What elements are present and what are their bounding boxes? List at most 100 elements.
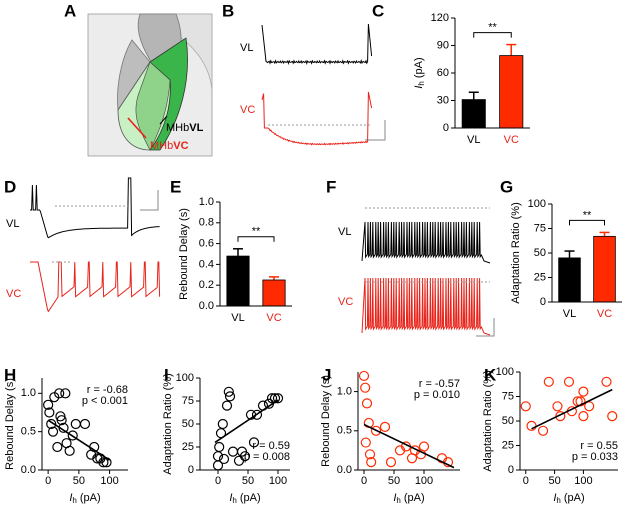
- trace: [30, 261, 161, 313]
- axis-title-part: h: [417, 81, 426, 85]
- data-point: [79, 418, 91, 430]
- stat-annotation: p < 0.001: [82, 395, 128, 407]
- significance-label: **: [252, 226, 261, 238]
- bar: [593, 235, 616, 303]
- x-tick-label: 50: [242, 475, 254, 487]
- panel-letter: C: [372, 1, 384, 20]
- y-tick-label: 75: [534, 222, 546, 234]
- data-point: [60, 388, 71, 399]
- data-point: [44, 407, 55, 418]
- axis-title: Adaptation Ratio (%): [510, 202, 522, 304]
- scale-bar: [476, 318, 495, 337]
- y-tick-label: 75: [182, 395, 194, 407]
- y-tick-label: 25: [182, 441, 194, 453]
- trace: [261, 23, 373, 65]
- axis-title-part: h: [232, 496, 236, 505]
- stat-annotation: p = 0.008: [244, 451, 290, 463]
- panel-letter: E: [170, 177, 181, 196]
- y-tick-label: 60: [437, 67, 449, 79]
- x-tick-label: 100: [415, 475, 433, 487]
- data-point: [224, 391, 236, 402]
- y-tick-label: 100: [496, 366, 514, 378]
- y-tick-label: 1.0: [199, 196, 214, 208]
- axis-title-part: h: [72, 496, 76, 505]
- data-point: [214, 441, 225, 453]
- bar: [558, 257, 581, 303]
- x-tick-label: 50: [548, 475, 560, 487]
- brain-diagram: [87, 13, 213, 157]
- axis-title-part: I: [413, 86, 425, 89]
- y-tick-label: 100: [528, 198, 546, 210]
- data-point: [578, 411, 589, 422]
- data-point: [370, 425, 382, 436]
- y-tick-label: 50: [502, 415, 514, 427]
- trace: [361, 277, 491, 336]
- data-point: [67, 430, 78, 441]
- fit-line: [47, 419, 111, 461]
- y-tick-label: 0.2: [199, 279, 214, 291]
- x-tick-label: 0: [45, 475, 51, 487]
- axis-title-part: I: [229, 492, 232, 504]
- panel-letter: G: [500, 177, 513, 196]
- data-point: [70, 418, 81, 430]
- data-point: [98, 457, 109, 468]
- stat-annotation: r = 0.59: [252, 440, 290, 452]
- data-point: [358, 370, 370, 382]
- data-point: [223, 386, 234, 397]
- data-point: [601, 376, 612, 387]
- data-point: [52, 441, 63, 453]
- trace-label: VC: [338, 296, 353, 308]
- y-tick-label: 0.0: [21, 464, 36, 476]
- region-label: MHbVC: [150, 140, 189, 152]
- axis-title: Adaptation Ratio (%): [162, 373, 174, 475]
- scale-bar: [140, 190, 159, 211]
- fit-line: [363, 423, 455, 469]
- data-point: [543, 376, 554, 387]
- stat-annotation: p = 0.010: [414, 389, 460, 401]
- bar: [226, 255, 250, 307]
- data-point: [537, 425, 549, 436]
- significance-label: **: [488, 21, 497, 33]
- axis-title: Ih (pA): [553, 492, 584, 505]
- panel-letter: H: [4, 365, 16, 384]
- data-point: [47, 426, 59, 437]
- significance-bracket: [473, 32, 512, 38]
- data-point: [385, 457, 397, 468]
- axis-title: Rebound Delay (s): [178, 208, 190, 300]
- x-tick-label: VC: [266, 312, 281, 324]
- data-point: [54, 388, 65, 399]
- data-point: [221, 400, 233, 411]
- axis-title: Ih (pA): [413, 57, 426, 88]
- stat-annotation: r = -0.57: [419, 378, 460, 390]
- data-point: [227, 446, 239, 457]
- bar: [499, 55, 524, 129]
- data-point: [366, 457, 377, 468]
- x-tick-label: 100: [100, 475, 118, 487]
- axis-title-part: I: [69, 492, 72, 504]
- trace: [30, 177, 160, 239]
- data-point: [555, 411, 566, 422]
- bar: [461, 99, 486, 129]
- axis-title-part: (pA): [240, 492, 261, 504]
- axis-title: Ih (pA): [69, 492, 100, 505]
- significance-bracket: [237, 236, 275, 242]
- data-point: [364, 449, 376, 460]
- axis-title: Ih (pA): [393, 492, 424, 505]
- y-tick-label: 1.0: [337, 386, 352, 398]
- data-point: [233, 455, 245, 466]
- trace-label: VL: [6, 218, 19, 230]
- significance-label: **: [583, 209, 592, 221]
- data-point: [43, 399, 54, 410]
- axis-title-part: (pA): [564, 492, 585, 504]
- axis-title-part: (pA): [404, 492, 425, 504]
- data-point: [251, 409, 263, 420]
- data-point: [217, 418, 228, 430]
- y-tick-label: 0: [188, 464, 194, 476]
- y-tick-label: 90: [437, 39, 449, 51]
- data-point: [360, 382, 371, 393]
- y-tick-label: 100: [176, 372, 194, 384]
- x-tick-label: VL: [563, 308, 576, 320]
- y-tick-label: 0.0: [199, 300, 214, 312]
- x-tick-label: 50: [73, 475, 85, 487]
